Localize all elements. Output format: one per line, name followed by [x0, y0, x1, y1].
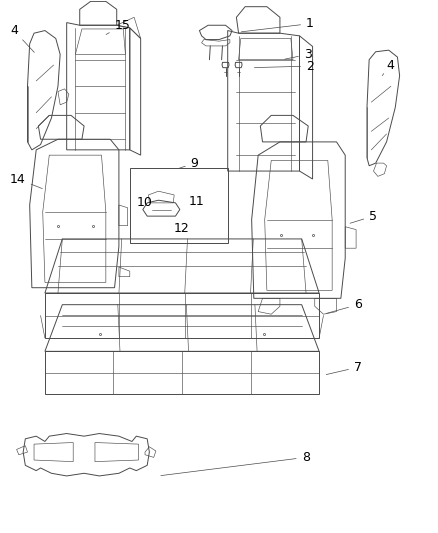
Text: 5: 5	[350, 209, 377, 223]
Text: 15: 15	[106, 19, 131, 35]
Text: 7: 7	[326, 361, 362, 375]
Text: 10: 10	[136, 196, 152, 209]
Bar	[130, 168, 228, 243]
Text: 12: 12	[173, 222, 189, 235]
Text: 4: 4	[10, 24, 34, 52]
Text: 11: 11	[188, 195, 204, 208]
Text: 6: 6	[326, 298, 362, 313]
Text: 8: 8	[161, 451, 310, 475]
Text: 14: 14	[10, 173, 42, 189]
Text: 2: 2	[254, 60, 314, 72]
Text: 9: 9	[178, 157, 198, 169]
Text: 1: 1	[241, 17, 314, 32]
Text: 3: 3	[285, 48, 312, 61]
Text: 4: 4	[382, 59, 395, 76]
